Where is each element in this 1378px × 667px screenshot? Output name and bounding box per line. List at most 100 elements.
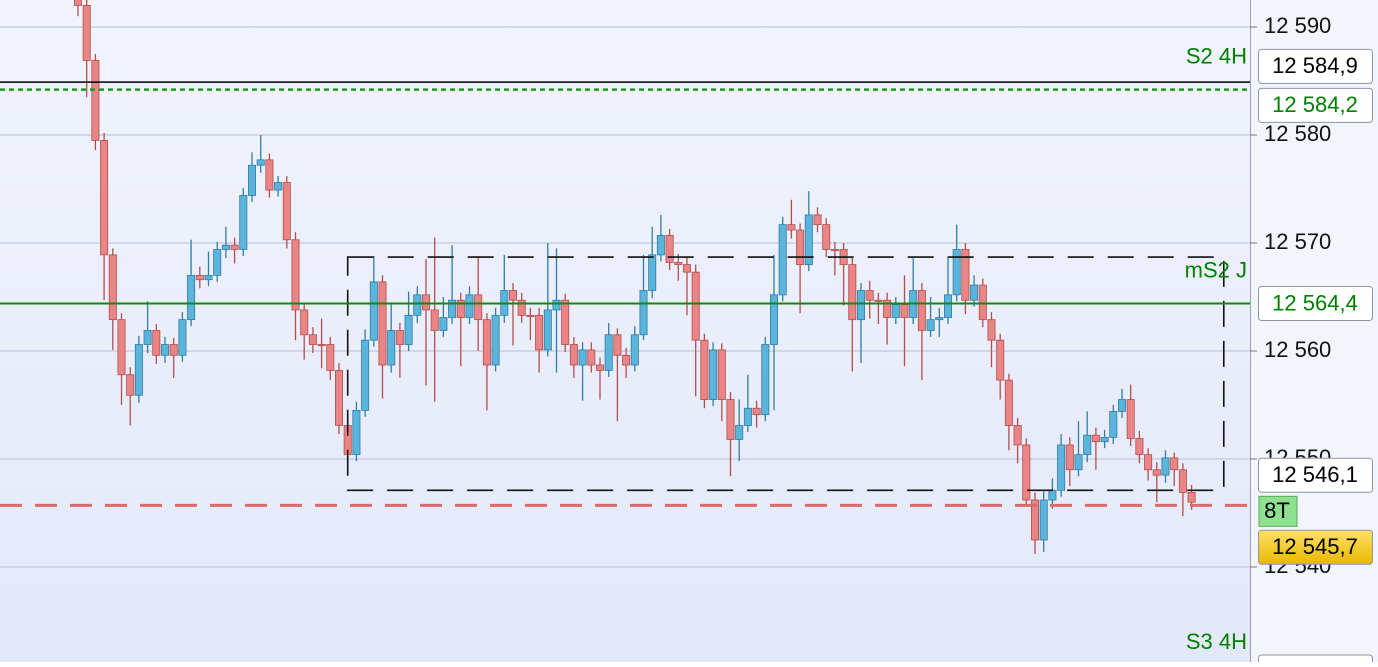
candle-body <box>1170 457 1179 471</box>
candle-body <box>1013 425 1022 446</box>
candle-body <box>543 309 552 351</box>
candle-body <box>361 339 370 411</box>
candle-body <box>648 254 657 291</box>
candle-body <box>691 271 700 341</box>
candle-body <box>448 299 457 318</box>
price-label: 12 545,7 <box>1272 534 1358 559</box>
candle-body <box>204 274 213 281</box>
candle-body <box>683 264 692 273</box>
candle-body <box>1065 444 1074 471</box>
candle-body <box>160 344 169 356</box>
candle-body <box>596 364 605 371</box>
candle-body <box>944 294 953 318</box>
candle-body <box>604 334 613 371</box>
candle-body <box>743 407 752 426</box>
candle-body <box>378 281 387 366</box>
candle-body <box>1004 379 1013 426</box>
y-tick-label: 12 560 <box>1264 337 1331 362</box>
candle-body <box>978 284 987 321</box>
candle-body <box>195 274 204 281</box>
y-tick-label: 12 590 <box>1264 13 1331 38</box>
candle-body <box>796 229 805 265</box>
candle-body <box>1022 444 1031 501</box>
candle-body <box>630 334 639 366</box>
candle-body <box>656 235 665 256</box>
candle-body <box>482 319 491 366</box>
candle-body <box>813 214 822 226</box>
candle-body <box>317 344 326 347</box>
price-label: 12 564,4 <box>1272 290 1358 315</box>
candle-body <box>804 214 813 265</box>
candle-body <box>787 224 796 231</box>
price-label-box <box>1258 48 1373 84</box>
candle-body <box>395 330 404 345</box>
candle-body <box>917 290 926 331</box>
candle-body <box>1118 399 1127 412</box>
candle-body <box>439 317 448 331</box>
candle-body <box>1039 499 1048 541</box>
candle-body <box>256 159 265 166</box>
candle-body <box>1144 454 1153 471</box>
badge-box <box>1258 495 1298 527</box>
candle-body <box>883 299 892 318</box>
candle-body <box>274 182 283 191</box>
candle-body <box>282 182 291 241</box>
candle-body <box>1083 434 1092 456</box>
candle-body <box>770 294 779 345</box>
candle-body <box>334 370 343 426</box>
candle-body <box>674 262 683 265</box>
candle-body <box>891 304 900 318</box>
candle-body <box>421 294 430 311</box>
candle-body <box>517 299 526 316</box>
candle-body <box>474 294 483 321</box>
candle-body <box>1074 454 1083 471</box>
candle-body <box>935 317 944 321</box>
candle-body <box>326 344 335 371</box>
candle-body <box>578 349 587 366</box>
plot <box>74 0 1225 555</box>
candle-body <box>491 314 500 366</box>
candle-body <box>239 195 248 250</box>
candle-body <box>700 339 709 400</box>
candle-body <box>987 319 996 341</box>
candle-body <box>622 354 631 366</box>
price-label-box <box>1258 529 1373 565</box>
plot-background <box>0 0 1250 662</box>
candle-body <box>187 274 196 321</box>
candle-body <box>1161 457 1170 476</box>
candle-body <box>535 314 544 351</box>
candle-body <box>413 294 422 316</box>
candle-body <box>1057 444 1066 491</box>
candle-body <box>1187 492 1196 503</box>
candle-body <box>108 254 117 321</box>
candle-body <box>352 409 361 456</box>
candle-body <box>134 344 143 396</box>
price-label: 12 584,2 <box>1272 92 1358 117</box>
candle-body <box>717 349 726 400</box>
candle-body <box>1178 469 1187 493</box>
candle-body <box>900 304 909 318</box>
candle-body <box>300 309 309 336</box>
candle-body <box>178 319 187 356</box>
candle-body <box>970 284 979 301</box>
candle-body <box>117 319 126 376</box>
candle-body <box>752 407 761 416</box>
candle-body <box>865 290 874 301</box>
price-label-box <box>1258 457 1373 493</box>
candle-body <box>830 249 839 252</box>
candle-body <box>526 314 535 317</box>
candle-body <box>265 159 274 191</box>
candle-body <box>1048 489 1057 501</box>
y-tick-label: 12 570 <box>1264 229 1331 254</box>
candle-body <box>761 344 770 416</box>
candle-body <box>926 319 935 331</box>
candle-body <box>709 349 718 400</box>
price-label-box <box>1258 87 1373 123</box>
candle-body <box>143 330 152 345</box>
candle-body <box>726 399 735 440</box>
candle-body <box>822 224 831 250</box>
candle-body <box>100 139 109 256</box>
level-name: S3 4H <box>1186 629 1247 654</box>
candle-body <box>221 244 230 250</box>
price-label: 12 584,9 <box>1272 53 1358 78</box>
